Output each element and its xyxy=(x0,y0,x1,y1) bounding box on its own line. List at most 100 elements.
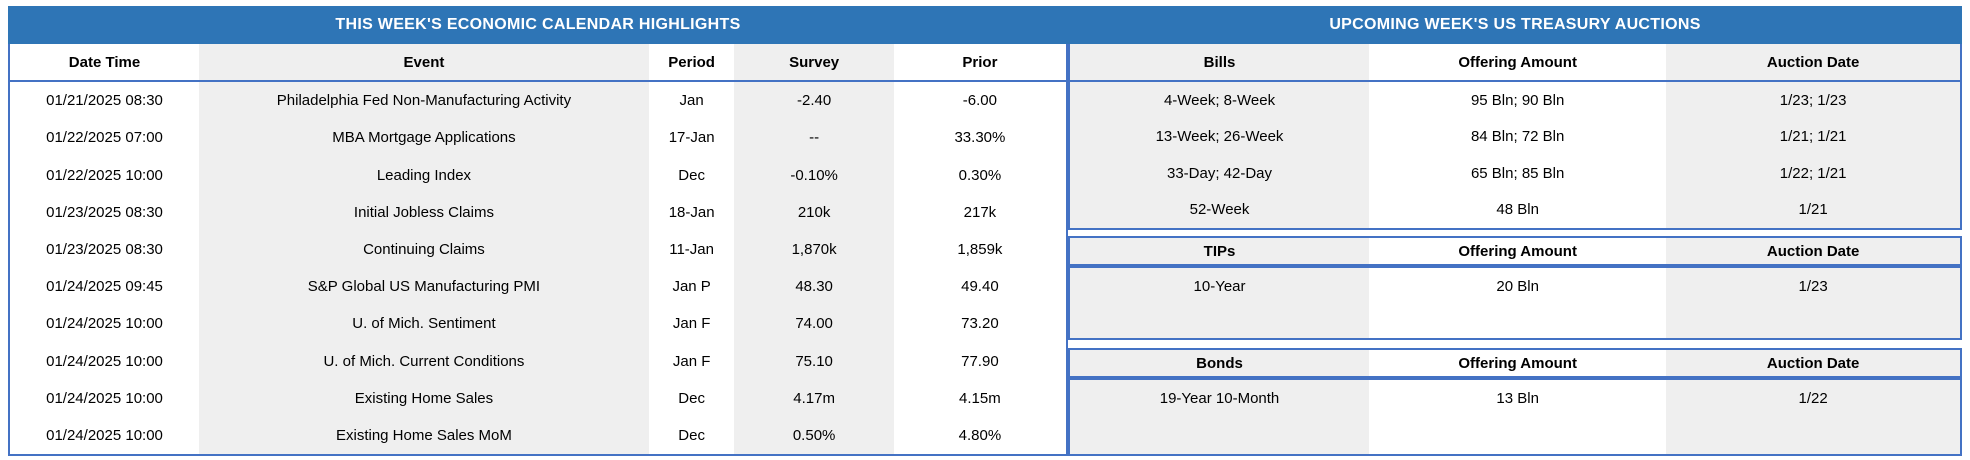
cell-period: Dec xyxy=(678,426,705,444)
column-header-offering-amount: Offering Amount xyxy=(1458,242,1577,260)
cell-period: Dec xyxy=(678,389,705,407)
cell-prior: 4.15m xyxy=(959,389,1001,407)
cell-survey: -0.10% xyxy=(734,156,894,194)
table-row: 01/22/2025 10:00 Leading Index Dec -0.10… xyxy=(10,156,1066,194)
cell-prior: 77.90 xyxy=(961,352,999,370)
economic-calendar-title: THIS WEEK'S ECONOMIC CALENDAR HIGHLIGHTS xyxy=(8,6,1068,44)
bills-header-row: Bills Offering Amount Auction Date xyxy=(1068,44,1962,80)
cell-event: U. of Mich. Current Conditions xyxy=(199,342,649,380)
cell-period: 18-Jan xyxy=(668,203,715,221)
tips-header-row: TIPs Offering Amount Auction Date xyxy=(1068,236,1962,266)
cell-event: Leading Index xyxy=(199,156,649,194)
cell-date-time: 01/24/2025 10:00 xyxy=(46,315,163,333)
cell-event: Initial Jobless Claims xyxy=(199,193,649,231)
cell-auction-date: 1/22 xyxy=(1666,380,1960,416)
table-row: 4-Week; 8-Week 95 Bln; 90 Bln 1/23; 1/23 xyxy=(1070,82,1960,119)
economic-calendar-section: THIS WEEK'S ECONOMIC CALENDAR HIGHLIGHTS… xyxy=(8,6,1068,456)
cell-survey: 210k xyxy=(734,193,894,231)
cell-event: MBA Mortgage Applications xyxy=(199,119,649,157)
treasury-auctions-section: UPCOMING WEEK'S US TREASURY AUCTIONS Bil… xyxy=(1068,6,1962,456)
column-header-auction-date: Auction Date xyxy=(1666,238,1960,264)
cell-offering-amount: 95 Bln; 90 Bln xyxy=(1470,91,1565,109)
table-row: 01/22/2025 07:00 MBA Mortgage Applicatio… xyxy=(10,119,1066,157)
table-row: 13-Week; 26-Week 84 Bln; 72 Bln 1/21; 1/… xyxy=(1070,118,1960,155)
cell-survey: 48.30 xyxy=(734,268,894,306)
cell-period: Jan F xyxy=(672,315,711,333)
table-row: 01/24/2025 10:00 U. of Mich. Sentiment J… xyxy=(10,305,1066,343)
cell-date-time: 01/24/2025 10:00 xyxy=(46,426,163,444)
cell-prior: 33.30% xyxy=(954,129,1006,147)
cell-prior: 73.20 xyxy=(961,315,999,333)
empty-cell xyxy=(1666,304,1960,338)
column-header-prior: Prior xyxy=(962,53,998,71)
column-header-period: Period xyxy=(668,53,715,71)
cell-offering-amount: 48 Bln xyxy=(1496,201,1539,219)
table-row: 01/23/2025 08:30 Initial Jobless Claims … xyxy=(10,193,1066,231)
cell-survey: 4.17m xyxy=(734,379,894,417)
table-row: 01/23/2025 08:30 Continuing Claims 11-Ja… xyxy=(10,230,1066,269)
empty-cell xyxy=(1369,304,1666,338)
column-header-offering-amount: Offering Amount xyxy=(1458,53,1577,71)
empty-row xyxy=(1070,304,1960,338)
empty-cell xyxy=(1666,416,1960,454)
bills-data-box: 4-Week; 8-Week 95 Bln; 90 Bln 1/23; 1/23… xyxy=(1068,80,1962,230)
cell-bill: 13-Week; 26-Week xyxy=(1070,118,1370,155)
empty-cell xyxy=(1369,416,1666,454)
column-header-tips: TIPs xyxy=(1070,238,1370,264)
cell-period: 11-Jan xyxy=(669,240,714,258)
cell-period: Jan P xyxy=(672,278,711,296)
table-row: 01/24/2025 10:00 Existing Home Sales MoM… xyxy=(10,416,1066,455)
cell-date-time: 01/22/2025 10:00 xyxy=(46,166,163,184)
column-header-date-time: Date Time xyxy=(68,53,141,71)
cell-event: Existing Home Sales MoM xyxy=(199,416,649,455)
section-gap xyxy=(1068,340,1962,348)
cell-offering-amount: 65 Bln; 85 Bln xyxy=(1470,164,1565,182)
cell-date-time: 01/21/2025 08:30 xyxy=(46,92,163,110)
cell-event: S&P Global US Manufacturing PMI xyxy=(199,268,649,306)
cell-survey: 75.10 xyxy=(734,342,894,380)
table-row: 01/21/2025 08:30 Philadelphia Fed Non-Ma… xyxy=(10,82,1066,120)
cell-auction-date: 1/23 xyxy=(1666,268,1960,304)
table-row: 01/24/2025 10:00 U. of Mich. Current Con… xyxy=(10,342,1066,380)
cell-tips: 10-Year xyxy=(1070,268,1370,304)
cell-date-time: 01/24/2025 10:00 xyxy=(46,389,163,407)
cell-period: Dec xyxy=(678,166,705,184)
cell-offering-amount: 13 Bln xyxy=(1496,389,1539,407)
cell-date-time: 01/23/2025 08:30 xyxy=(46,240,163,258)
column-header-offering-amount: Offering Amount xyxy=(1458,354,1577,372)
treasury-auctions-title: UPCOMING WEEK'S US TREASURY AUCTIONS xyxy=(1068,6,1962,44)
column-header-bills: Bills xyxy=(1070,44,1370,80)
cell-offering-amount: 84 Bln; 72 Bln xyxy=(1470,128,1565,146)
cell-prior: -6.00 xyxy=(962,92,997,110)
cell-date-time: 01/22/2025 07:00 xyxy=(46,129,163,147)
cell-period: Jan xyxy=(679,92,704,110)
cell-survey: 74.00 xyxy=(734,305,894,343)
column-header-event: Event xyxy=(199,44,649,80)
bonds-data-box: 19-Year 10-Month 13 Bln 1/22 xyxy=(1068,378,1962,456)
column-header-survey: Survey xyxy=(734,44,894,80)
cell-survey: 0.50% xyxy=(734,416,894,455)
table-row: 52-Week 48 Bln 1/21 xyxy=(1070,191,1960,228)
cell-prior: 0.30% xyxy=(958,166,1002,184)
cell-period: Jan F xyxy=(672,352,711,370)
cell-date-time: 01/24/2025 09:45 xyxy=(46,278,163,296)
cell-survey: 1,870k xyxy=(734,230,894,269)
cell-event: U. of Mich. Sentiment xyxy=(199,305,649,343)
cell-bill: 33-Day; 42-Day xyxy=(1070,155,1370,192)
table-row: 19-Year 10-Month 13 Bln 1/22 xyxy=(1070,380,1960,416)
cell-survey: -2.40 xyxy=(734,82,894,120)
column-header-auction-date: Auction Date xyxy=(1666,350,1960,376)
cell-prior: 1,859k xyxy=(957,240,1003,258)
cell-date-time: 01/23/2025 08:30 xyxy=(46,203,163,221)
cell-prior: 217k xyxy=(963,203,997,221)
cell-prior: 4.80% xyxy=(958,426,1002,444)
cell-auction-date: 1/21; 1/21 xyxy=(1666,118,1960,155)
empty-cell xyxy=(1070,416,1370,454)
cell-survey: -- xyxy=(734,119,894,157)
cell-event: Philadelphia Fed Non-Manufacturing Activ… xyxy=(199,82,649,120)
column-header-bonds: Bonds xyxy=(1070,350,1370,376)
table-row: 01/24/2025 09:45 S&P Global US Manufactu… xyxy=(10,268,1066,306)
cell-auction-date: 1/23; 1/23 xyxy=(1666,82,1960,119)
cell-bill: 4-Week; 8-Week xyxy=(1070,82,1370,119)
